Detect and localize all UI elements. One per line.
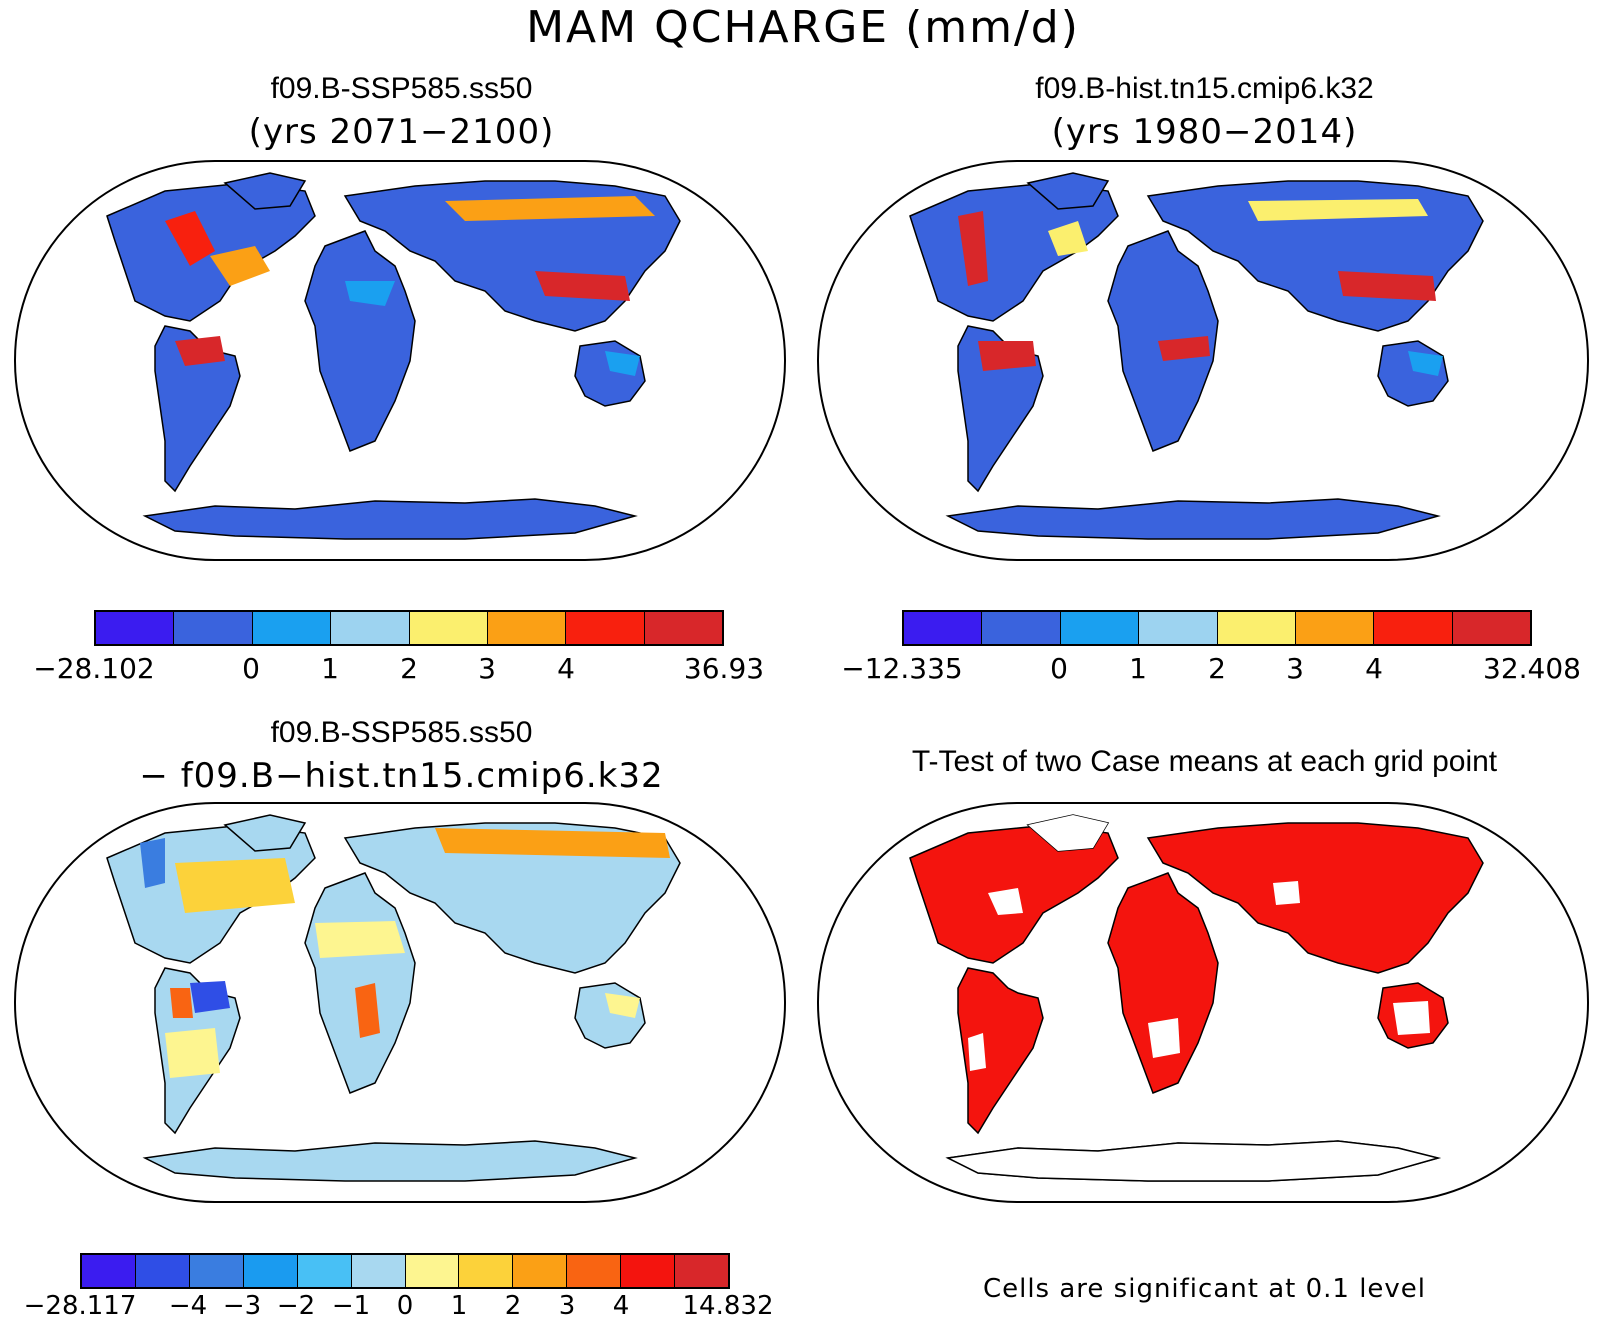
panel-2-map [817,160,1589,561]
panel-4-map [817,802,1589,1203]
colorbar-swatch [82,1255,136,1287]
colorbar-swatch [252,612,332,644]
colorbar-swatch [409,612,488,644]
panel-3-tick: 0 [396,1291,414,1321]
panel-2-title: f09.B-hist.tn15.cmip6.k32 [1035,72,1374,105]
panel-3-tick: −28.117 [23,1291,137,1321]
colorbar-swatch [904,612,983,644]
panel-3-tick: 3 [558,1291,576,1321]
colorbar-swatch [1060,612,1140,644]
colorbar-swatch [351,1255,406,1287]
panel-1-tick: 36.93 [683,652,765,685]
panel-2-tick: 4 [1365,652,1383,685]
panel-3-subtitle: − f09.B−hist.tn15.cmip6.k32 [139,756,664,796]
colorbar-swatch [1374,612,1453,644]
colorbar-swatch [331,612,410,644]
panel-2-colorbar [902,610,1532,646]
panel-3-tick: 2 [504,1291,522,1321]
panel-1-title: f09.B-SSP585.ss50 [270,72,533,105]
panel-3-tick: 14.832 [682,1291,774,1321]
colorbar-swatch [189,1255,244,1287]
panel-1-colorbar [94,610,724,646]
colorbar-swatch [1139,612,1218,644]
colorbar-swatch [297,1255,352,1287]
panel-1-subtitle: (yrs 2071−2100) [248,112,555,152]
panel-2-subtitle: (yrs 1980−2014) [1051,112,1358,152]
panel-4-title: T-Test of two Case means at each grid po… [911,745,1498,778]
colorbar-swatch [982,612,1061,644]
panel-2-tick: 0 [1050,652,1068,685]
panel-2-tick: 2 [1208,652,1226,685]
figure-title: MAM QCHARGE (mm/d) [526,2,1080,53]
colorbar-swatch [567,1255,622,1287]
panel-3-tick: −4 [168,1291,208,1321]
panel-1-tick: 3 [478,652,496,685]
panel-1-tick: 0 [242,652,260,685]
colorbar-swatch [135,1255,190,1287]
panel-3-tick: −3 [222,1291,262,1321]
panel-3-title: f09.B-SSP585.ss50 [270,716,533,749]
colorbar-swatch [96,612,175,644]
colorbar-swatch [566,612,645,644]
panel-1-tick: 1 [321,652,339,685]
panel-1-tick: −28.102 [33,652,155,685]
colorbar-swatch [1295,612,1375,644]
colorbar-swatch [405,1255,460,1287]
panel-2-tick: 3 [1286,652,1304,685]
panel-2-tick: 1 [1129,652,1147,685]
colorbar-swatch [621,1255,676,1287]
panel-3-map [14,802,786,1203]
panel-3-tick: 1 [450,1291,468,1321]
panel-3-tick: −2 [276,1291,316,1321]
colorbar-swatch [513,1255,568,1287]
panel-1-map [14,160,786,561]
colorbar-swatch [644,612,722,644]
panel-2-tick: 32.408 [1483,652,1581,685]
panel-3-colorbar [80,1253,730,1289]
panel-3-tick: −1 [331,1291,371,1321]
colorbar-swatch [459,1255,514,1287]
panel-4-note: Cells are significant at 0.1 level [982,1274,1427,1304]
colorbar-swatch [174,612,253,644]
colorbar-swatch [675,1255,729,1287]
colorbar-swatch [1452,612,1530,644]
panel-1-tick: 2 [400,652,418,685]
panel-1-tick: 4 [557,652,575,685]
panel-2-tick: −12.335 [841,652,963,685]
panel-3-tick: 4 [612,1291,630,1321]
colorbar-swatch [1217,612,1296,644]
colorbar-swatch [243,1255,298,1287]
colorbar-swatch [487,612,567,644]
